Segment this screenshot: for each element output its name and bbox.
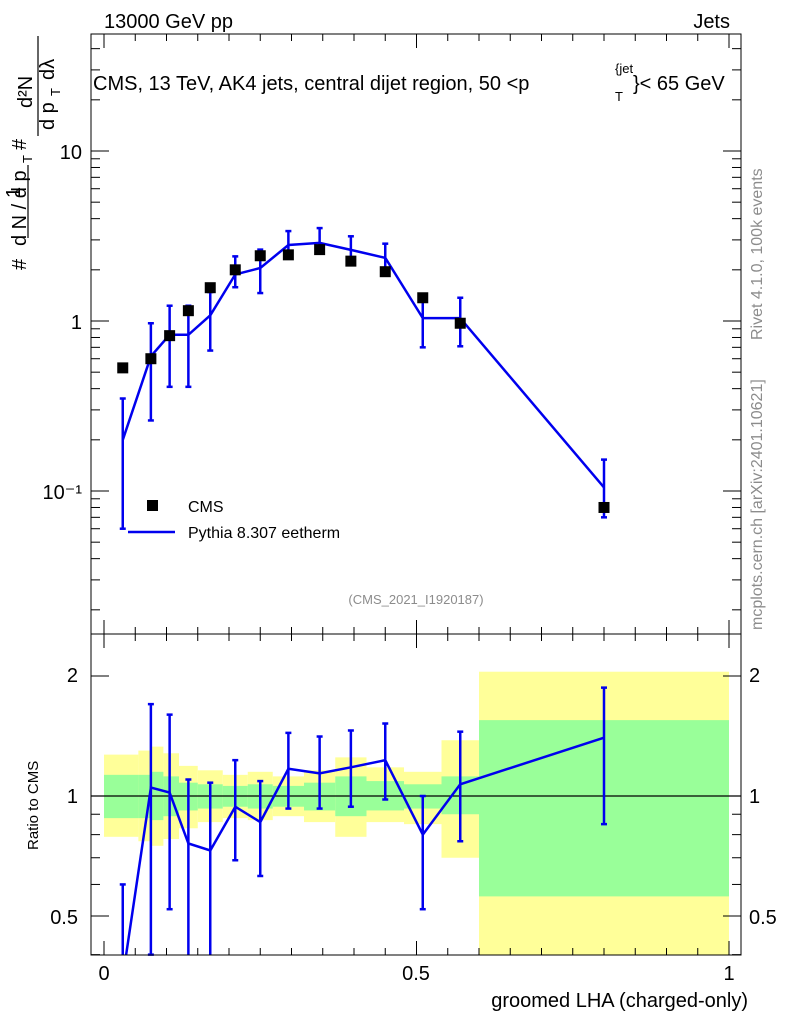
legend-cms-label: CMS: [188, 499, 224, 516]
ratio-y-tick-label-right-2: 2: [749, 665, 760, 687]
ratio-y-tick-label-1: 1: [67, 786, 78, 808]
legend: CMS Pythia 8.307 eetherm: [128, 499, 340, 542]
svg-text:dλ: dλ: [37, 59, 59, 80]
plot-title-sup: {jet: [615, 61, 633, 76]
cms-data-point: [282, 249, 294, 261]
plot-title-sub: T: [615, 89, 623, 104]
cms-data-point: [454, 317, 466, 329]
legend-pythia-label: Pythia 8.307 eetherm: [188, 525, 340, 542]
y-tick-label-0.1: 10⁻¹: [43, 482, 83, 504]
analysis-id-label: (CMS_2021_I1920187): [348, 592, 483, 607]
ratio-y-tick-label-right-0.5: 0.5: [749, 907, 777, 929]
y-tick-label-1: 1: [71, 312, 82, 334]
plot-title: CMS, 13 TeV, AK4 jets, central dijet reg…: [93, 61, 725, 104]
legend-cms-marker: [147, 500, 158, 511]
rivet-version-label: Rivet 4.1.0, 100k events: [749, 168, 766, 340]
ratio-y-axis-title: Ratio to CMS: [25, 761, 42, 850]
svg-text:d²N: d²N: [15, 76, 37, 108]
svg-text:T: T: [20, 155, 35, 163]
svg-text:d p: d p: [37, 102, 59, 130]
ratio-axis-ticks: [91, 634, 741, 956]
x-axis-title: groomed LHA (charged-only): [491, 990, 748, 1012]
cms-data-point: [117, 362, 129, 374]
x-tick-label-0: 0: [98, 963, 109, 985]
main-axis-ticks: [91, 34, 741, 634]
x-tick-label-1: 1: [723, 963, 734, 985]
cms-data-point: [314, 244, 326, 256]
svg-text:#: #: [9, 258, 31, 270]
svg-text:1: 1: [3, 187, 25, 198]
main-plot-data: [117, 226, 610, 530]
cms-data-point: [164, 330, 176, 342]
cms-data-point: [345, 255, 357, 267]
plot-title-end: }< 65 GeV: [633, 73, 725, 95]
cms-data-point: [598, 501, 610, 513]
cms-data-point: [229, 264, 241, 276]
ratio-line: [124, 736, 605, 956]
header-energy-label: 13000 GeV pp: [104, 11, 233, 33]
svg-text:d N / d p: d N / d p: [9, 170, 31, 246]
mcplots-url-label: mcplots.cern.ch [arXiv:2401.10621]: [749, 379, 766, 630]
svg-text:#: #: [9, 138, 31, 150]
cms-data-point: [379, 266, 391, 278]
ratio-y-tick-label-0.5: 0.5: [50, 907, 78, 929]
ratio-y-tick-label-2: 2: [67, 665, 78, 687]
x-tick-label-0.5: 0.5: [402, 963, 430, 985]
ratio-y-tick-label-right-1: 1: [749, 786, 760, 808]
ratio-plot-data: [119, 686, 607, 956]
plot-title-main: CMS, 13 TeV, AK4 jets, central dijet reg…: [93, 73, 529, 95]
svg-text:T: T: [48, 88, 63, 96]
pythia-line: [121, 241, 605, 489]
cms-data-point: [417, 292, 429, 304]
y-tick-label-10: 10: [60, 142, 82, 164]
cms-data-point: [204, 282, 216, 294]
header-process-label: Jets: [693, 11, 730, 33]
cms-data-point: [145, 353, 157, 365]
main-ylabel: # d N / d p T 1 # d p T dλ d²N: [3, 36, 63, 270]
cms-data-point: [182, 305, 194, 317]
ratio-uncertainty-bands: [104, 671, 729, 955]
cms-data-point: [254, 250, 266, 262]
